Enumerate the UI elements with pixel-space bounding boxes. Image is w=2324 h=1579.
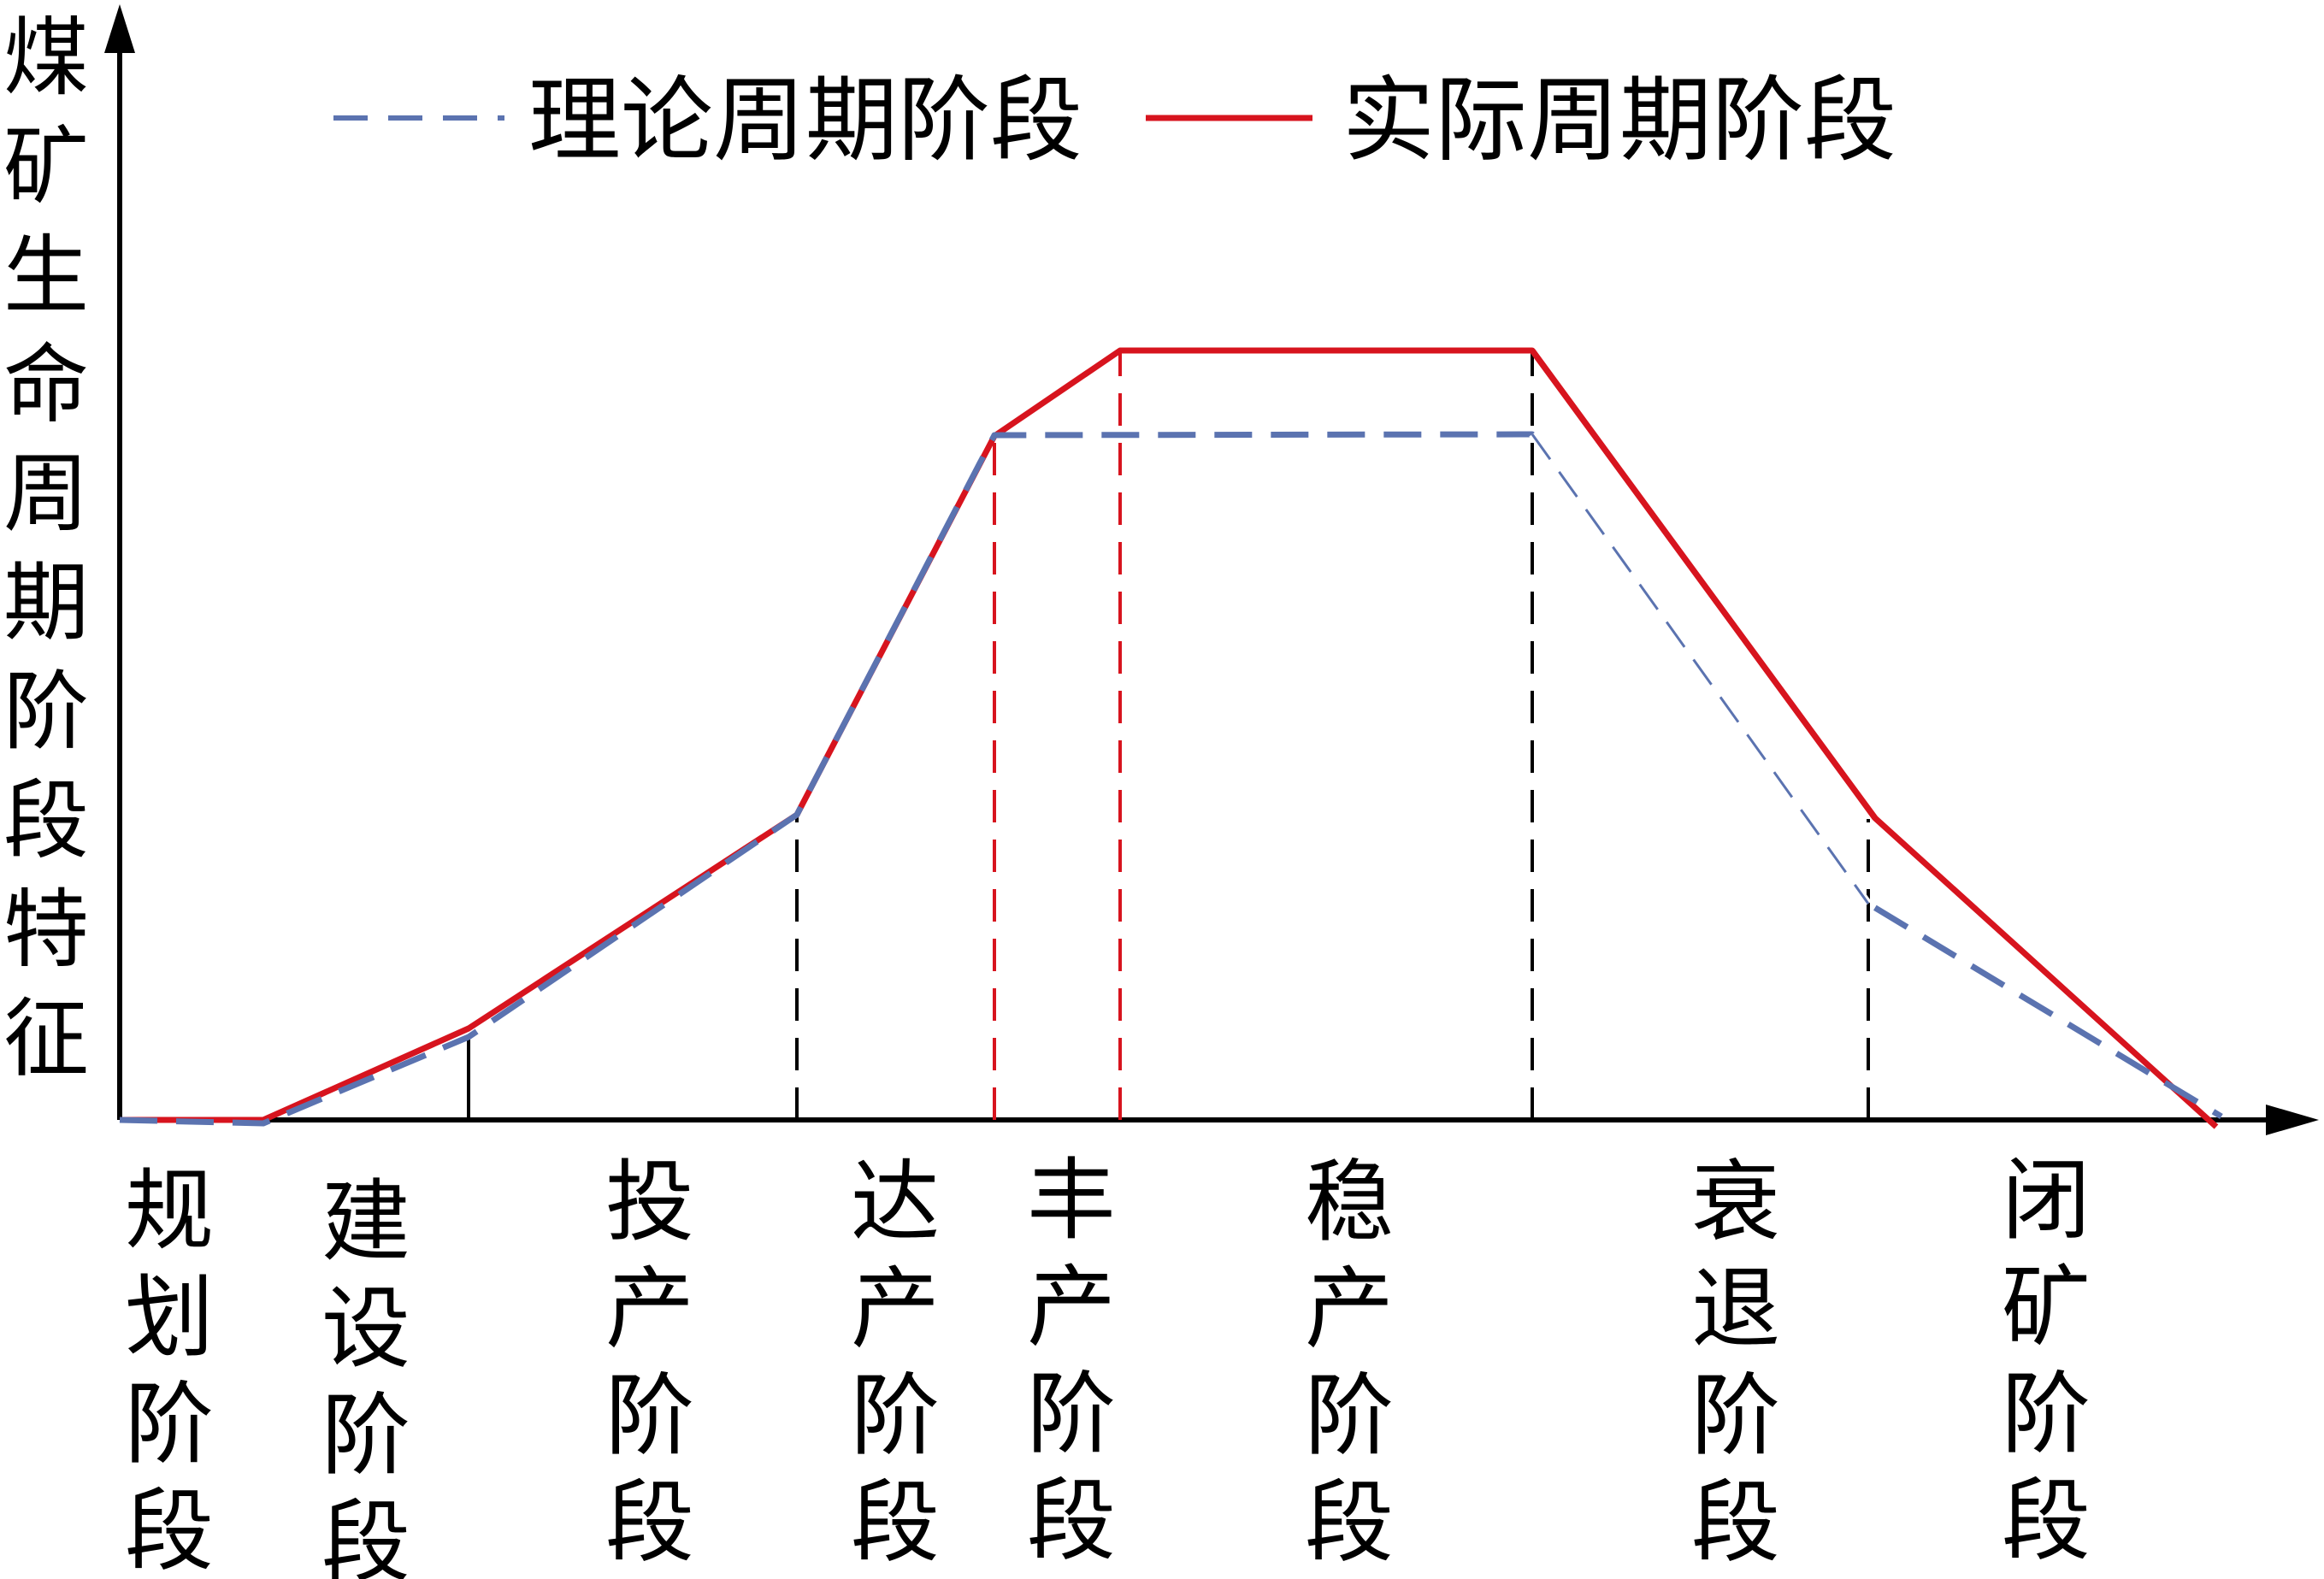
legend-actual-label: 实际周期阶段 xyxy=(1342,68,1896,174)
legend-theoretical-label: 理论周期阶段 xyxy=(528,68,1082,174)
y-axis-arrow xyxy=(104,4,135,53)
stage-label-reaching: 达产阶段 xyxy=(851,1150,940,1575)
y-axis-label: 煤矿生命周期阶段特征 xyxy=(3,8,89,1089)
x-axis-arrow xyxy=(2266,1105,2319,1135)
stage-label-peak: 丰产阶段 xyxy=(1027,1148,1116,1573)
stage-label-commissioning: 投产阶段 xyxy=(605,1150,694,1575)
actual-cycle-line xyxy=(120,347,2219,1129)
stage-label-construction: 建设阶段 xyxy=(321,1170,410,1579)
stage-label-closure: 闭矿阶段 xyxy=(2002,1148,2091,1573)
theoretical-cycle-line xyxy=(119,431,2223,1127)
stage-label-decline: 衰退阶段 xyxy=(1691,1150,1780,1575)
y-axis-label-text: 煤矿生命周期阶段特征 xyxy=(3,8,89,1089)
stage-label-stable: 稳产阶段 xyxy=(1305,1150,1394,1575)
legend: 理论周期阶段 实际周期阶段 xyxy=(333,68,1896,174)
axes xyxy=(104,4,2319,1135)
stage-label-planning: 规划阶段 xyxy=(125,1158,214,1579)
stage-dividers xyxy=(467,351,1870,1120)
actual-cycle-line-top xyxy=(1530,348,1878,821)
theoretical-decline-segment xyxy=(1531,433,1870,904)
